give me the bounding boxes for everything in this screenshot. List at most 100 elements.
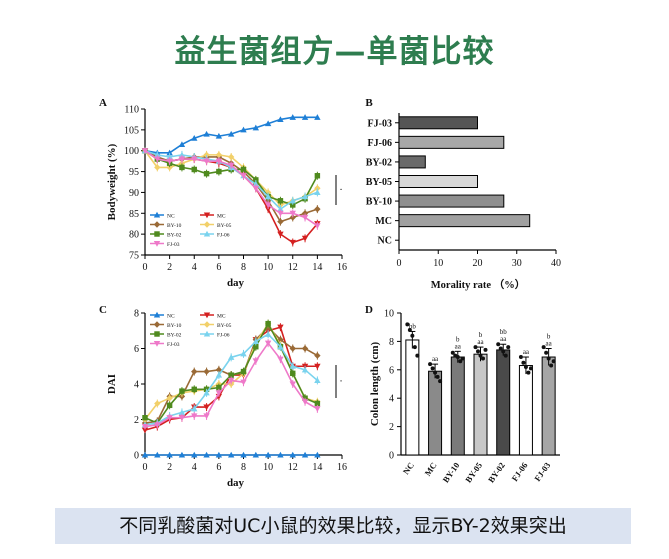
data-point: [541, 345, 546, 350]
data-point: [528, 366, 533, 371]
x-tick-label: 20: [473, 258, 483, 269]
series-FJ-03: [141, 339, 321, 430]
data-point: [240, 173, 247, 179]
data-point: [460, 356, 465, 361]
significance-label: aa: [546, 340, 553, 348]
legend-item-BY-02: BY-02: [150, 331, 182, 339]
data-point: [216, 384, 222, 391]
y-tick-label: 90: [129, 188, 139, 199]
category-label: MC: [422, 460, 438, 477]
legend-label: BY-02: [167, 233, 182, 239]
y-tick-label: 95: [129, 167, 139, 178]
data-point: [450, 350, 455, 355]
legend-item-BY-10: BY-10: [150, 321, 182, 329]
data-point: [252, 180, 260, 187]
data-point: [549, 363, 554, 368]
x-tick-label: 2: [167, 462, 172, 473]
data-point: [415, 353, 420, 358]
x-tick-label: 0: [143, 462, 148, 473]
data-point: [314, 173, 321, 179]
significance-mark: ·: [339, 377, 342, 388]
data-point: [215, 371, 223, 378]
x-tick-label: 8: [241, 462, 246, 473]
category-label: BY-02: [366, 157, 392, 168]
data-point: [277, 218, 284, 225]
data-point: [203, 170, 210, 177]
y-tick-label: 6: [134, 344, 139, 355]
x-tick-label: 10: [263, 462, 273, 473]
x-tick-label: 16: [337, 262, 347, 273]
data-point: [203, 151, 210, 159]
category-label: NC: [378, 236, 392, 247]
significance-label: aa: [455, 342, 462, 350]
x-tick-label: 14: [312, 262, 322, 273]
data-point: [277, 324, 284, 331]
category-label: FJ-06: [509, 460, 529, 483]
data-point: [301, 114, 309, 120]
data-point: [227, 354, 235, 360]
bar-MC: [428, 370, 443, 456]
data-point: [301, 214, 309, 221]
data-point: [277, 116, 284, 122]
data-point: [503, 353, 508, 358]
legend-marker: [153, 321, 161, 328]
series-NC: [141, 114, 321, 156]
data-point: [314, 223, 321, 229]
data-point: [203, 158, 210, 165]
data-point: [215, 366, 223, 373]
data-point: [481, 356, 485, 361]
data-point: [191, 156, 198, 163]
data-point: [203, 404, 210, 411]
data-point: [277, 231, 284, 238]
data-point: [412, 345, 417, 350]
legend-item-BY-05: BY-05: [200, 221, 232, 229]
data-point: [289, 239, 296, 246]
x-tick-label: 40: [551, 258, 561, 269]
legend-marker: [153, 340, 161, 347]
data-point: [227, 377, 235, 384]
data-point: [521, 360, 526, 365]
data-point: [314, 205, 321, 213]
data-point: [240, 126, 247, 133]
data-point: [178, 141, 186, 148]
data-point: [227, 451, 235, 458]
data-point: [252, 451, 260, 458]
y-tick-label: 2: [389, 422, 394, 433]
significance-label: b: [456, 335, 460, 343]
significance-label: bb: [409, 322, 417, 330]
legend-item-BY-02: BY-02: [150, 231, 182, 239]
legend-label: BY-10: [167, 223, 182, 229]
series-NC: [141, 451, 321, 458]
legend-label: NC: [167, 314, 175, 320]
data-point: [179, 388, 185, 394]
data-point: [240, 166, 247, 173]
data-point: [191, 386, 197, 393]
data-point: [191, 135, 198, 141]
data-point: [203, 368, 210, 375]
x-tick-label: 30: [512, 258, 522, 269]
data-point: [314, 363, 321, 370]
significance-label: b: [547, 333, 551, 341]
y-tick-label: 4: [134, 380, 139, 391]
data-point: [215, 132, 223, 139]
y-tick-label: 100: [124, 146, 139, 157]
data-point: [252, 358, 260, 365]
data-point: [483, 347, 488, 352]
data-point: [240, 451, 247, 458]
data-point: [166, 402, 173, 409]
panel-letter-A: A: [99, 97, 107, 109]
data-point: [407, 328, 412, 333]
data-point: [203, 451, 210, 458]
x-tick-label: 12: [288, 262, 298, 273]
data-point: [227, 130, 235, 137]
data-point: [277, 198, 284, 204]
data-point: [240, 368, 247, 375]
significance-label: bb: [500, 328, 508, 336]
significance-label: aa: [523, 348, 530, 356]
legend-label: FJ-06: [217, 233, 230, 239]
data-point: [526, 370, 531, 375]
category-label: BY-02: [486, 460, 507, 484]
data-point: [154, 451, 161, 458]
category-label: BY-05: [366, 177, 392, 188]
